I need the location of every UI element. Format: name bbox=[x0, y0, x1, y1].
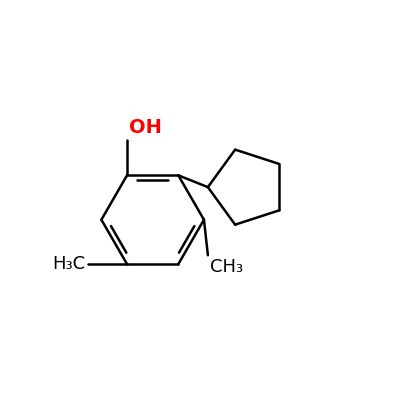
Text: OH: OH bbox=[129, 118, 162, 137]
Text: H₃C: H₃C bbox=[52, 255, 86, 273]
Text: CH₃: CH₃ bbox=[210, 258, 243, 276]
